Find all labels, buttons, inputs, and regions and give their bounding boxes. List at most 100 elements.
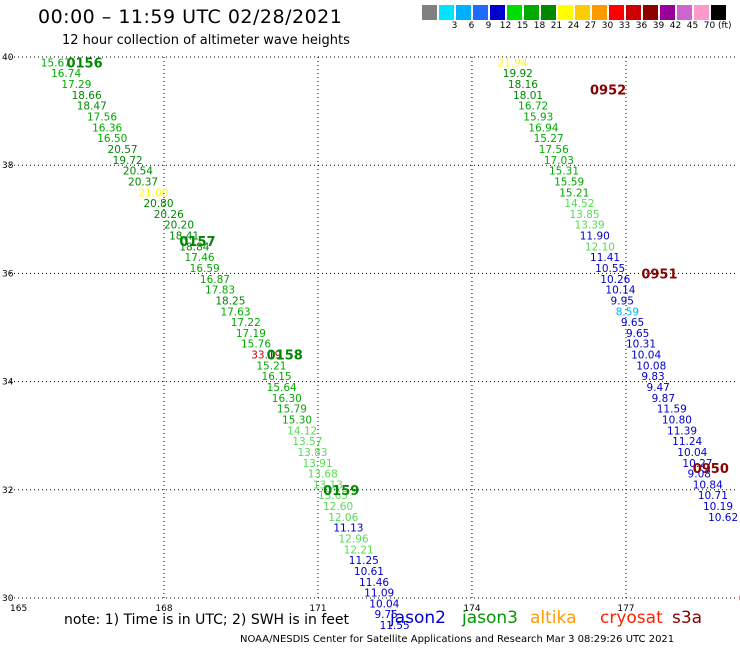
legend-unit: (ft) [718,21,732,31]
x-tick-label: 165 [10,604,27,614]
swh-value: 12.60 [323,501,353,513]
swh-value: 9.75 [374,609,397,621]
swh-value: 9.08 [688,469,711,481]
swh-value: 13.91 [303,458,333,470]
swh-value: 15.67 [41,57,71,69]
swh-value: 15.30 [282,414,312,426]
legend-swatch [524,5,539,20]
swh-value: 10.71 [698,490,728,502]
swh-value: 12.21 [344,544,374,556]
legend-label: 42 [669,21,682,31]
swh-value: 20.57 [108,144,138,156]
x-tick-label: 174 [463,604,480,614]
swh-value: 18.01 [513,90,543,102]
y-tick-label: 32 [2,486,13,496]
x-tick-label: 177 [617,604,634,614]
swh-value: 9.83 [641,371,664,383]
legend-swatch [439,5,454,20]
legend-swatch [507,5,522,20]
swh-value: 11.59 [657,404,687,416]
swh-value: 11.55 [380,620,410,632]
satellite-altika: altika [530,608,577,628]
swh-value: 19.72 [113,155,143,167]
swh-value: 10.84 [693,479,723,491]
swh-value: 10.55 [595,263,625,275]
swh-value: 20.20 [164,220,194,232]
swh-value: 12.96 [339,533,369,545]
legend-label: 27 [584,21,597,31]
legend-swatch [694,5,709,20]
swh-value: 21.00 [138,187,168,199]
swh-value: 11.46 [359,577,389,589]
swh-value: 15.64 [267,382,297,394]
swh-value: 17.83 [205,285,235,297]
legend-swatch [541,5,556,20]
swh-value: 9.87 [652,393,675,405]
swh-value: 11.09 [364,588,394,600]
swh-value: 13.65 [318,490,348,502]
y-tick-label: 34 [2,378,14,388]
swh-value: 19.92 [503,68,533,80]
swh-value: 13.39 [575,220,605,232]
legend-label: 45 [686,21,699,31]
legend-label: 18 [533,21,546,31]
swh-value: 12.10 [585,241,615,253]
time-label: 0950 [693,462,729,477]
swh-value: 17.03 [544,155,574,167]
legend-swatch [592,5,607,20]
swh-value: 18.84 [179,241,209,253]
swh-value: 16.74 [51,68,81,80]
y-tick-label: 40 [2,53,14,63]
swh-value: 17.63 [220,306,250,318]
swh-value: 20.54 [123,166,153,178]
swh-value: 15.27 [534,133,564,145]
time-label: 0951 [641,267,677,282]
swh-value: 10.61 [354,566,384,578]
swh-value: 15.79 [277,404,307,416]
swh-value: 13.83 [297,447,327,459]
swh-value: 18.66 [72,90,102,102]
legend-label: 70 [703,21,716,31]
swh-value: 17.56 [539,144,569,156]
x-tick-label: 168 [155,604,172,614]
legend-swatch [609,5,624,20]
swh-value: 11.25 [349,555,379,567]
y-tick-label: 38 [2,161,14,171]
swh-value: 16.50 [97,133,127,145]
time-label: 0952 [590,83,626,98]
swh-value: 9.65 [621,317,644,329]
legend-label: 24 [567,21,580,31]
swh-value: 18.16 [508,79,538,91]
legend-label: 15 [516,21,529,31]
swh-value: 17.46 [185,252,215,264]
swh-value: 15.76 [241,339,271,351]
legend-swatch [473,5,488,20]
swh-value: 10.04 [677,447,707,459]
swh-value: 10.19 [703,501,733,513]
swh-value: 11.41 [590,252,620,264]
satellite-jason2: jason2 [390,608,446,628]
chart-title: 00:00 – 11:59 UTC 02/28/2021 [38,6,343,28]
swh-value: 18.41 [169,231,199,243]
swh-value: 9.65 [626,328,649,340]
chart-subtitle: 12 hour collection of altimeter wave hei… [62,33,350,48]
swh-value: 13.85 [569,209,599,221]
swh-value: 33.19 [251,350,281,362]
footer-note: note: 1) Time is in UTC; 2) SWH is in fe… [64,612,350,628]
legend-label: 21 [550,21,563,31]
swh-value: 15.21 [256,360,286,372]
y-tick-label: 36 [2,269,14,279]
swh-value: 10.80 [662,414,692,426]
swh-value: 16.72 [518,101,548,113]
swh-value: 12.06 [328,512,358,524]
legend-label: 12 [499,21,512,31]
time-label: 0156 [66,56,102,71]
legend-label: 30 [601,21,614,31]
swh-value: 9.47 [646,382,669,394]
swh-value: 16.59 [190,263,220,275]
swh-value: 9.95 [611,295,634,307]
swh-value: 16.94 [528,122,558,134]
legend-label: 39 [652,21,665,31]
swh-value: 11.39 [667,425,697,437]
